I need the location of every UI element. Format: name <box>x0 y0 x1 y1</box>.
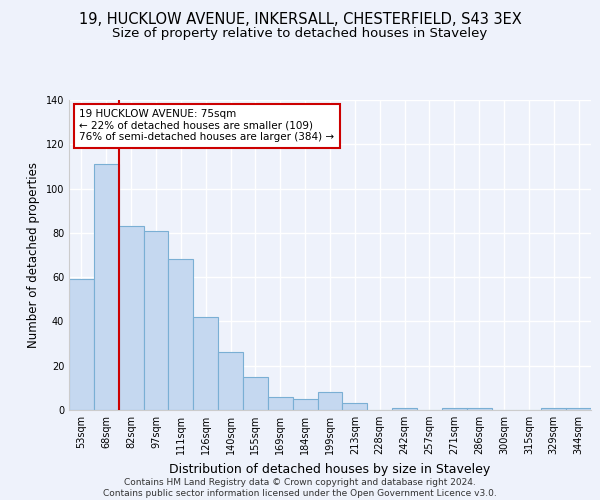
Text: Contains HM Land Registry data © Crown copyright and database right 2024.
Contai: Contains HM Land Registry data © Crown c… <box>103 478 497 498</box>
Bar <box>169 260 193 410</box>
Bar <box>268 396 293 410</box>
Bar <box>317 392 343 410</box>
Bar <box>243 377 268 410</box>
Text: 19 HUCKLOW AVENUE: 75sqm
← 22% of detached houses are smaller (109)
76% of semi-: 19 HUCKLOW AVENUE: 75sqm ← 22% of detach… <box>79 110 335 142</box>
Bar <box>293 399 317 410</box>
Bar <box>69 280 94 410</box>
Y-axis label: Number of detached properties: Number of detached properties <box>27 162 40 348</box>
Bar <box>467 408 491 410</box>
X-axis label: Distribution of detached houses by size in Staveley: Distribution of detached houses by size … <box>169 462 491 475</box>
Bar <box>343 404 367 410</box>
Bar <box>392 408 417 410</box>
Text: Size of property relative to detached houses in Staveley: Size of property relative to detached ho… <box>112 28 488 40</box>
Bar <box>119 226 143 410</box>
Bar <box>193 317 218 410</box>
Bar <box>143 230 169 410</box>
Text: 19, HUCKLOW AVENUE, INKERSALL, CHESTERFIELD, S43 3EX: 19, HUCKLOW AVENUE, INKERSALL, CHESTERFI… <box>79 12 521 28</box>
Bar <box>541 408 566 410</box>
Bar <box>442 408 467 410</box>
Bar <box>566 408 591 410</box>
Bar <box>218 352 243 410</box>
Bar <box>94 164 119 410</box>
